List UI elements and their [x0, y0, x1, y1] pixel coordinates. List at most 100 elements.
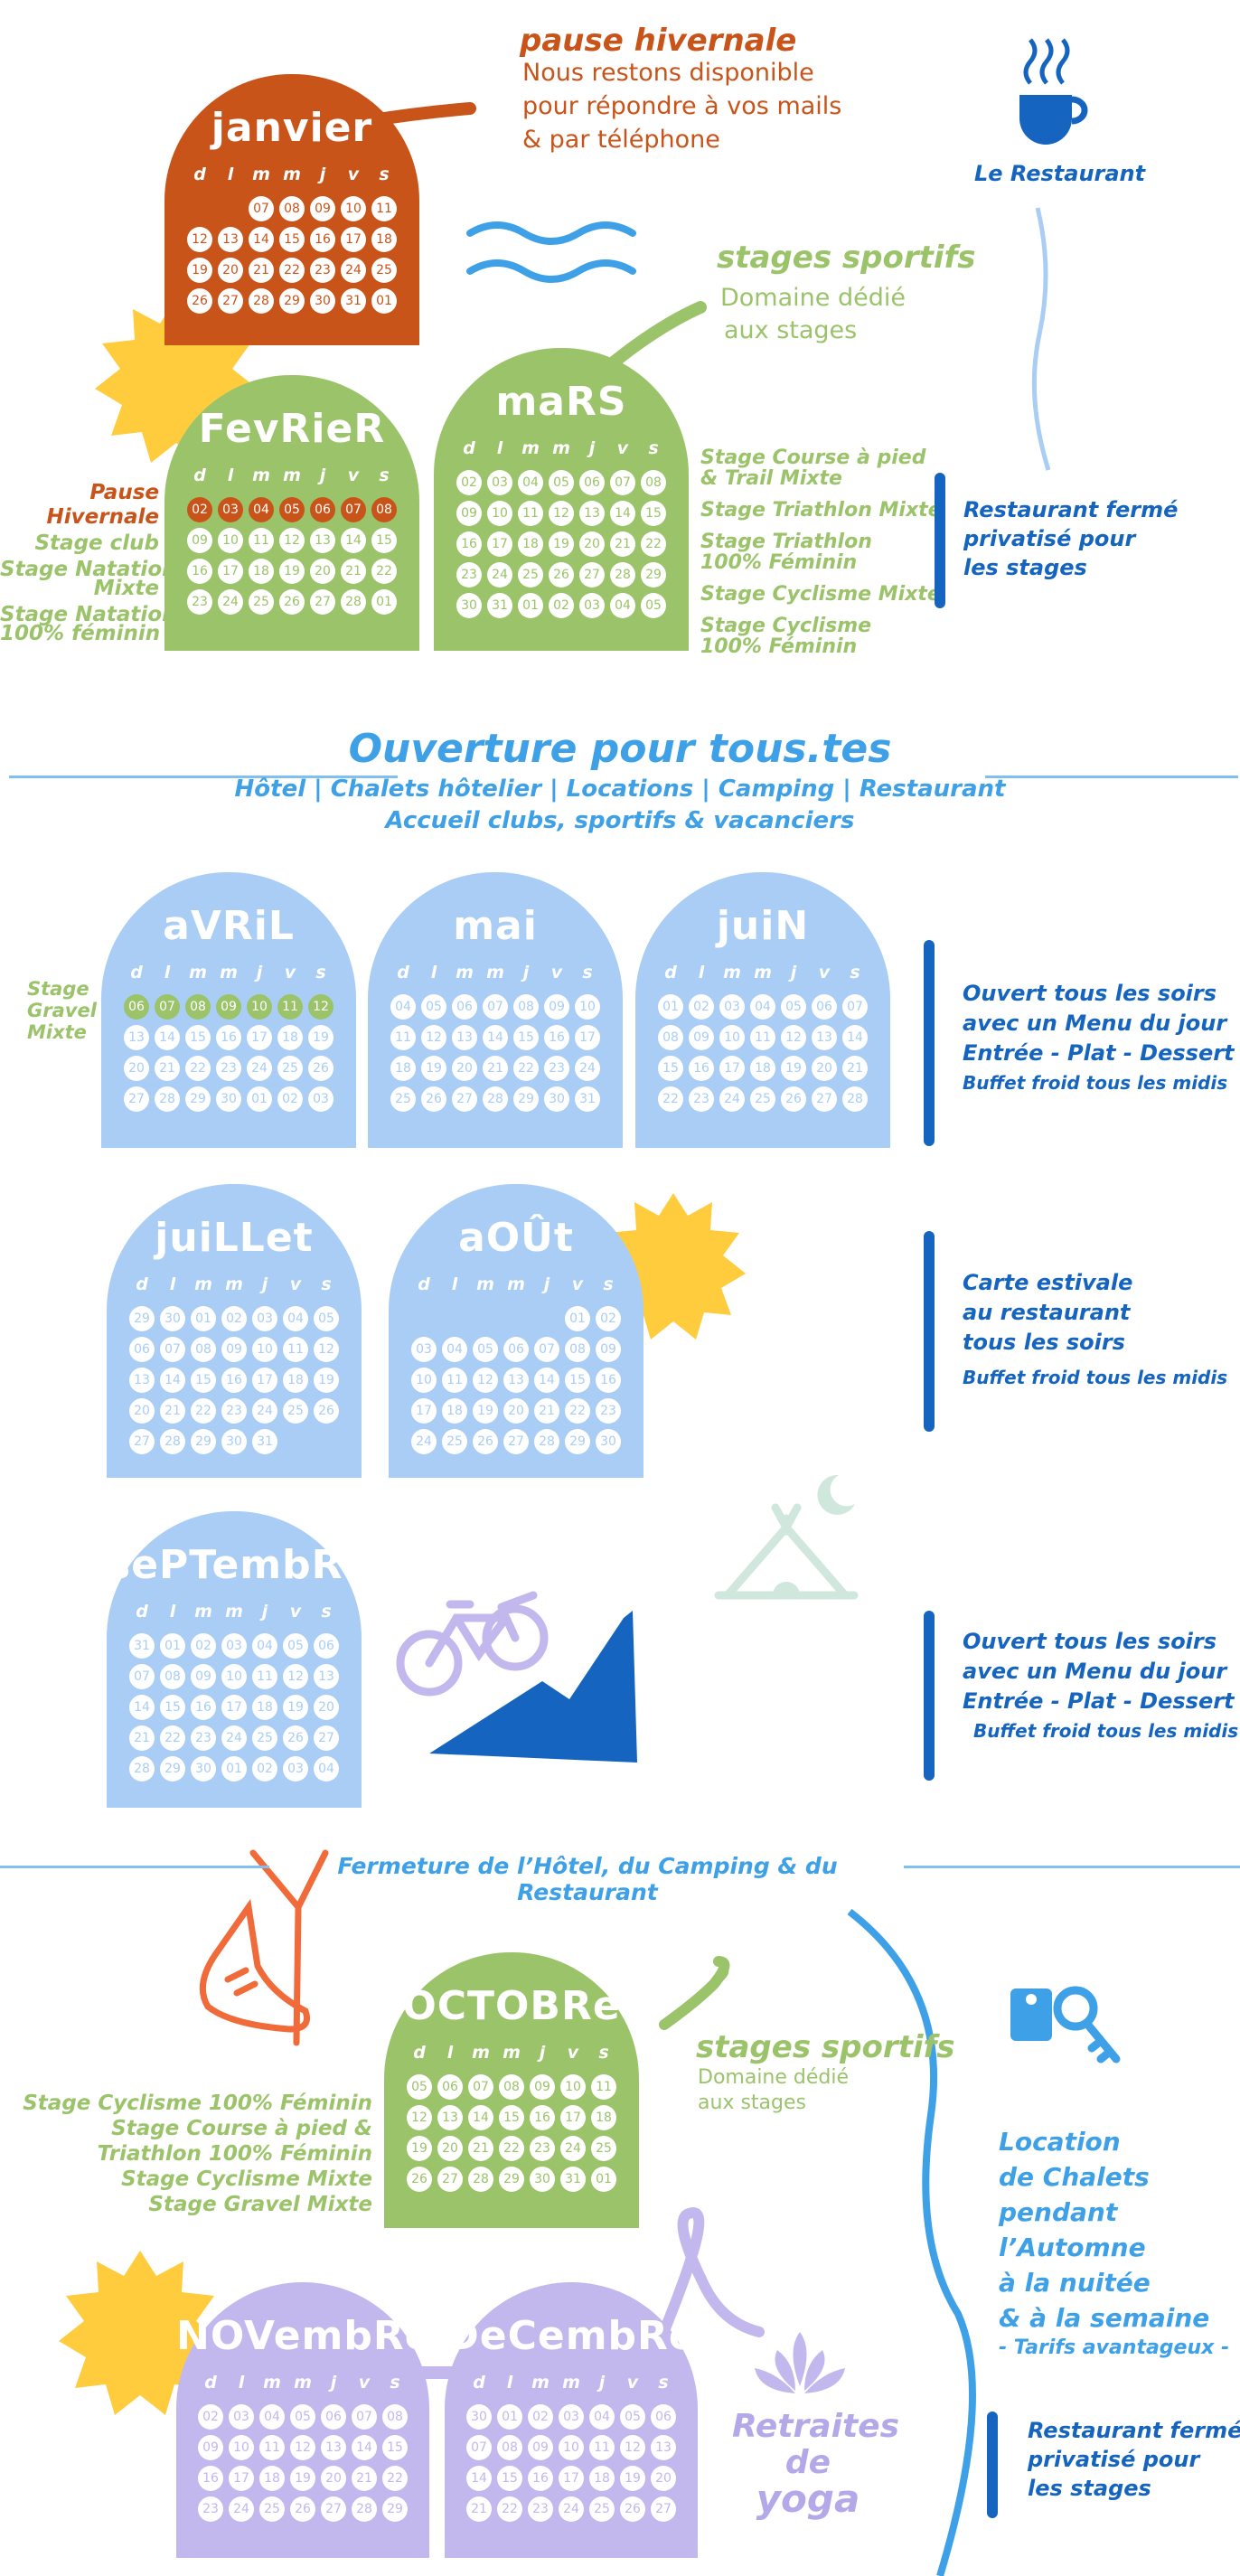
week-row: 23 24 25 26 27 28 29	[456, 562, 666, 588]
day-cell: 07	[249, 196, 274, 221]
day-cell: 17	[341, 227, 366, 252]
day-grid: 29 30 01 02 03 04 05 06 07 08 09 10 11 12 13 14 15 16 17 18…	[107, 1306, 362, 1454]
day-cell: 29	[641, 562, 666, 588]
day-cell: 15	[382, 2435, 408, 2460]
weekday-label: l	[506, 2373, 513, 2393]
day-cell: 21	[155, 1056, 180, 1081]
mars-legend-line: Stage Course à pied	[700, 447, 926, 469]
avril-legend-line: Gravel	[27, 1000, 97, 1021]
day-cell: 29	[191, 1429, 216, 1454]
stages-top-line: Domaine dédié	[720, 284, 906, 312]
weekday-label: s	[598, 2043, 609, 2063]
summer-line: au restaurant	[963, 1300, 1131, 1325]
day-cell: 09	[221, 1337, 247, 1362]
day-cell: 22	[382, 2466, 408, 2491]
day-cell: 06	[579, 470, 605, 495]
summer-small: Buffet froid tous les midis	[963, 1367, 1228, 1388]
day-cell: 07	[483, 994, 508, 1020]
weekday-label: j	[261, 1602, 268, 1622]
day-cell: 05	[781, 994, 806, 1020]
day-cell: 13	[310, 528, 335, 553]
day-cell: 16	[221, 1368, 247, 1393]
vertical-bar	[987, 2411, 998, 2518]
weekday-label: m	[476, 1274, 494, 1294]
mars-legend-line: Stage Cyclisme	[700, 615, 872, 637]
stages-bottom-line: Domaine dédié	[698, 2066, 850, 2089]
week-row: 06 07 08 09 10 11 12	[129, 1337, 339, 1362]
day-cell: 10	[229, 2435, 254, 2460]
week-row: 16 17 18 19 20 21 22	[456, 531, 666, 557]
day-cell: 16	[596, 1368, 621, 1393]
day-cell: 13	[812, 1025, 837, 1050]
day-cell: 20	[452, 1056, 477, 1081]
day-cell: 01	[565, 1306, 590, 1331]
day-cell: 09	[191, 1664, 216, 1689]
day-cell: 27	[437, 2167, 463, 2192]
day-cell: 15	[641, 501, 666, 526]
day-cell: 29	[499, 2167, 524, 2192]
day-cell: 10	[560, 2074, 586, 2100]
restaurant-closed-top: Restaurant fermé privatisé pour les stag…	[963, 495, 1178, 582]
day-cell: 13	[124, 1025, 149, 1050]
week-row: 29 30 01 02 03 04 05	[129, 1306, 339, 1331]
day-cell: 20	[437, 2136, 463, 2161]
day-cell: 24	[559, 2496, 584, 2522]
day-cell: 13	[579, 501, 605, 526]
day-cell: 14	[249, 227, 274, 252]
day-cell: 01	[247, 1086, 272, 1112]
day-cell: 04	[259, 2404, 285, 2430]
day-cell: 17	[560, 2105, 586, 2130]
day-cell: 13	[218, 227, 243, 252]
day-cell: 15	[565, 1368, 590, 1393]
day-cell: 06	[437, 2074, 463, 2100]
day-cell: 26	[473, 1429, 498, 1454]
day-cell: 22	[641, 531, 666, 557]
weekday-label: s	[379, 165, 390, 184]
day-cell: 31	[560, 2167, 586, 2192]
weekday-label: m	[252, 165, 270, 184]
weekday-label: j	[588, 438, 596, 458]
weekday-label: v	[550, 963, 563, 982]
chalets-line: l’Automne	[999, 2233, 1146, 2262]
day-grid: 02 03 04 05 06 07 08 09 10 11 12 13 14 15 16 17 18 19 20 21…	[434, 470, 689, 618]
day-cell: 14	[483, 1025, 508, 1050]
day-cell: 09	[530, 2074, 555, 2100]
day-cell: 10	[719, 1025, 745, 1050]
calendar-aout: aOÛt d l m m j v s 01 02 03 04 05 06 07 08 09 10 11 12 13 14 1…	[389, 1184, 643, 1478]
day-cell: 02	[277, 1086, 303, 1112]
mars-legend-line: Stage Triathlon	[700, 531, 872, 553]
weekday-label: m	[723, 963, 741, 982]
day-cell: 02	[528, 2404, 553, 2430]
weekday-label: l	[698, 963, 705, 982]
day-cell: 15	[371, 528, 397, 553]
day-cell: 20	[812, 1056, 837, 1081]
day-cell: 22	[565, 1398, 590, 1424]
day-cell: 31	[129, 1633, 155, 1659]
day-cell: 07	[842, 994, 868, 1020]
month-name: juiLLet	[155, 1215, 314, 1261]
mars-legend-line: & Trail Mixte	[700, 467, 842, 490]
day-cell: 30	[530, 2167, 555, 2192]
opening-welcome: Accueil clubs, sportifs & vacanciers	[385, 807, 855, 834]
week-row: 28 29 30 01 02 03 04	[129, 1756, 339, 1782]
chalets-line: à la nuitée	[999, 2268, 1151, 2298]
day-cell: 14	[341, 528, 366, 553]
sept-line: Entrée - Plat - Dessert	[963, 1688, 1235, 1714]
weekday-label: s	[648, 438, 659, 458]
weekday-label: m	[283, 465, 301, 485]
day-cell: 06	[314, 1633, 339, 1659]
day-cell: 25	[283, 1398, 308, 1424]
day-cell: 13	[129, 1368, 155, 1393]
day-cell: 21	[341, 559, 366, 584]
weekday-label: s	[390, 2373, 400, 2393]
day-cell: 26	[290, 2496, 315, 2522]
day-cell: 28	[249, 288, 274, 314]
day-cell	[218, 196, 243, 221]
day-cell: 25	[390, 1086, 416, 1112]
day-cell	[314, 1429, 339, 1454]
day-cell: 08	[382, 2404, 408, 2430]
day-cell: 14	[534, 1368, 559, 1393]
stages-top-title: stages sportifs	[717, 240, 976, 276]
month-name: mai	[453, 903, 538, 949]
